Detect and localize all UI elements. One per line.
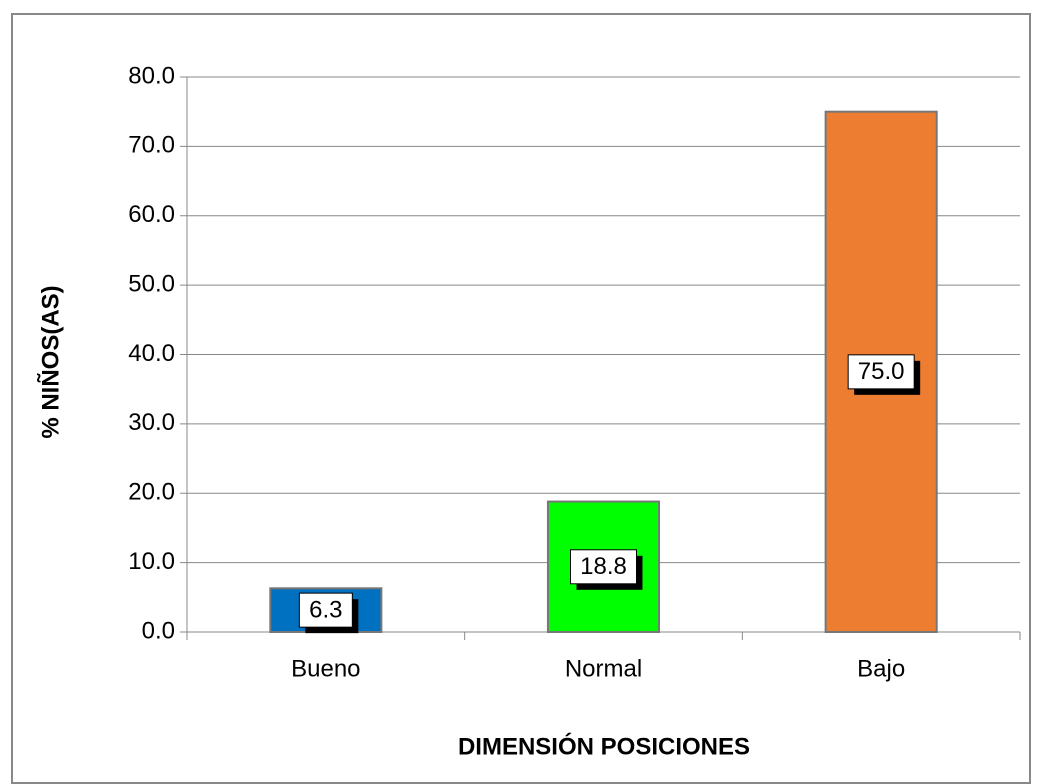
x-axis-title: DIMENSIÓN POSICIONES [458, 732, 750, 760]
y-tick-label: 80.0 [128, 62, 175, 89]
y-tick-label: 30.0 [128, 409, 175, 436]
y-tick-label: 70.0 [128, 132, 175, 159]
data-label-box [298, 592, 353, 628]
y-tick-label: 40.0 [128, 340, 175, 367]
y-tick-label: 20.0 [128, 479, 175, 506]
x-tick-label: Normal [565, 655, 642, 682]
data-label: 75.0 [858, 358, 905, 385]
y-axis-title: % NIÑOS(AS) [36, 285, 64, 438]
y-tick-label: 50.0 [128, 270, 175, 297]
x-tick-label: Bueno [291, 655, 360, 682]
data-label: 18.8 [580, 553, 627, 580]
x-tick-label: Bajo [857, 655, 905, 682]
data-label: 6.3 [309, 596, 342, 623]
y-tick-label: 10.0 [128, 548, 175, 575]
data-label-box [570, 549, 637, 585]
data-label-box [847, 354, 915, 390]
y-tick-label: 0.0 [142, 617, 175, 644]
y-tick-label: 60.0 [128, 201, 175, 228]
